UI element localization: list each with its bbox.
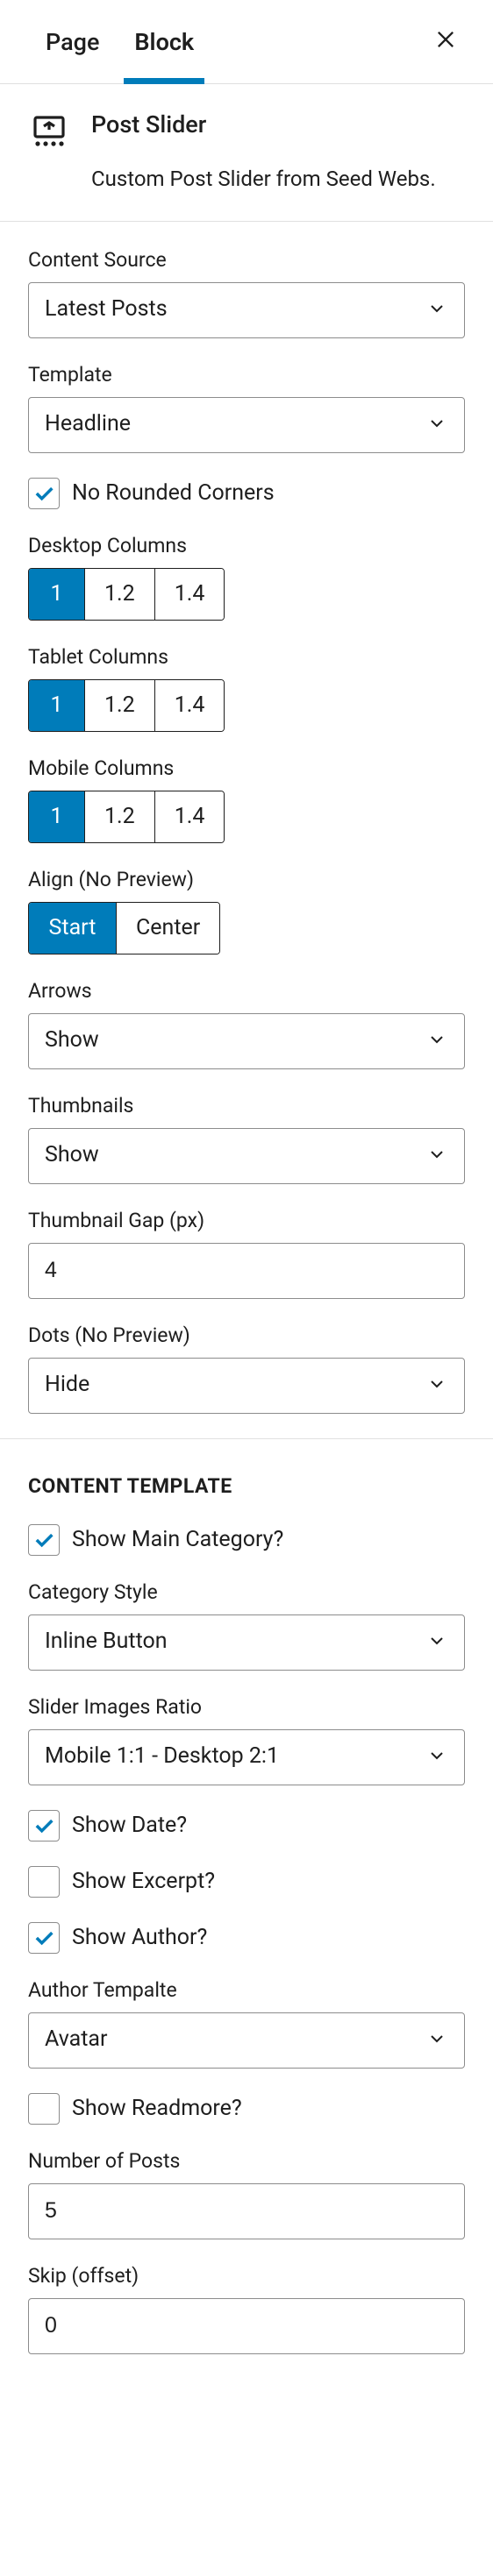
dots-label: Dots (No Preview) <box>28 1323 465 1347</box>
close-icon[interactable] <box>433 25 458 59</box>
mobile-col-1[interactable]: 1 <box>29 791 85 842</box>
content-template-heading: CONTENT TEMPLATE <box>28 1474 465 1498</box>
thumbnails-select[interactable]: Show <box>28 1128 465 1184</box>
template-select[interactable]: Headline <box>28 397 465 453</box>
mobile-col-1-4[interactable]: 1.4 <box>155 791 225 842</box>
content-source-select[interactable]: Latest Posts <box>28 282 465 338</box>
images-ratio-select[interactable]: Mobile 1:1 - Desktop 2:1 <box>28 1729 465 1785</box>
tablet-col-1-4[interactable]: 1.4 <box>155 680 225 731</box>
desktop-columns-label: Desktop Columns <box>28 534 465 557</box>
tablet-col-1-2[interactable]: 1.2 <box>85 680 155 731</box>
desktop-col-1-4[interactable]: 1.4 <box>155 569 225 620</box>
tablet-columns-label: Tablet Columns <box>28 645 465 669</box>
skip-offset-label: Skip (offset) <box>28 2264 465 2288</box>
block-title: Post Slider <box>91 110 206 138</box>
mobile-col-1-2[interactable]: 1.2 <box>85 791 155 842</box>
author-template-label: Author Tempalte <box>28 1978 465 2002</box>
number-of-posts-label: Number of Posts <box>28 2149 465 2173</box>
divider <box>0 1438 493 1439</box>
mobile-columns-label: Mobile Columns <box>28 756 465 780</box>
tablet-col-1[interactable]: 1 <box>29 680 85 731</box>
show-main-category-checkbox[interactable] <box>28 1524 60 1556</box>
dots-select[interactable]: Hide <box>28 1358 465 1414</box>
tab-page[interactable]: Page <box>28 0 117 83</box>
number-of-posts-input[interactable] <box>28 2183 465 2239</box>
inspector-tabs: Page Block <box>0 0 493 84</box>
category-style-label: Category Style <box>28 1580 465 1604</box>
tablet-columns-group: 1 1.2 1.4 <box>28 679 225 732</box>
align-group: Start Center <box>28 902 220 954</box>
show-excerpt-label: Show Excerpt? <box>72 1869 215 1894</box>
block-header: Post Slider <box>0 84 493 165</box>
desktop-col-1[interactable]: 1 <box>29 569 85 620</box>
show-main-category-label: Show Main Category? <box>72 1527 283 1552</box>
thumbnails-label: Thumbnails <box>28 1094 465 1118</box>
arrows-label: Arrows <box>28 979 465 1003</box>
show-excerpt-checkbox[interactable] <box>28 1866 60 1898</box>
block-description: Custom Post Slider from Seed Webs. <box>0 165 493 222</box>
post-slider-icon <box>28 110 70 156</box>
tab-block[interactable]: Block <box>117 0 211 83</box>
thumbnail-gap-label: Thumbnail Gap (px) <box>28 1209 465 1232</box>
desktop-columns-group: 1 1.2 1.4 <box>28 568 225 621</box>
author-template-select[interactable]: Avatar <box>28 2012 465 2069</box>
show-date-label: Show Date? <box>72 1813 187 1838</box>
align-center[interactable]: Center <box>117 903 219 954</box>
show-readmore-label: Show Readmore? <box>72 2096 242 2121</box>
show-readmore-checkbox[interactable] <box>28 2093 60 2125</box>
settings-panel: Content Source Latest Posts Template Hea… <box>0 222 493 2405</box>
show-date-checkbox[interactable] <box>28 1810 60 1842</box>
desktop-col-1-2[interactable]: 1.2 <box>85 569 155 620</box>
category-style-select[interactable]: Inline Button <box>28 1614 465 1671</box>
align-start[interactable]: Start <box>29 903 117 954</box>
align-label: Align (No Preview) <box>28 868 465 891</box>
show-author-checkbox[interactable] <box>28 1922 60 1954</box>
skip-offset-input[interactable] <box>28 2298 465 2354</box>
thumbnail-gap-input[interactable] <box>28 1243 465 1299</box>
images-ratio-label: Slider Images Ratio <box>28 1695 465 1719</box>
content-source-label: Content Source <box>28 248 465 272</box>
mobile-columns-group: 1 1.2 1.4 <box>28 791 225 843</box>
template-label: Template <box>28 363 465 387</box>
no-rounded-checkbox[interactable] <box>28 478 60 509</box>
no-rounded-label: No Rounded Corners <box>72 480 275 506</box>
arrows-select[interactable]: Show <box>28 1013 465 1069</box>
show-author-label: Show Author? <box>72 1925 207 1950</box>
